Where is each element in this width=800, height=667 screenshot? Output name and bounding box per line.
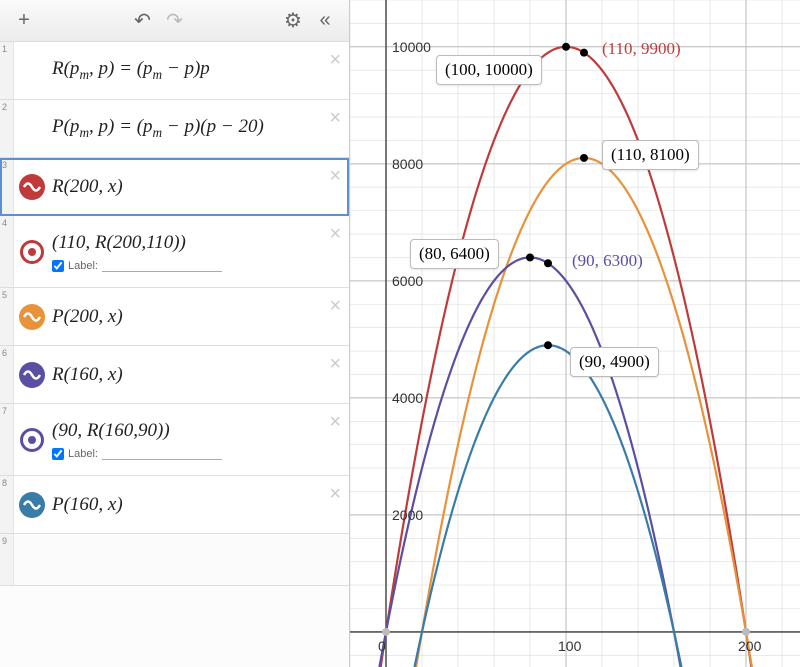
delete-row-icon[interactable]: × bbox=[329, 354, 341, 374]
label-checkbox[interactable] bbox=[52, 448, 64, 460]
collapse-button[interactable]: « bbox=[309, 5, 341, 37]
row-number: 5 bbox=[0, 288, 14, 345]
expression-row[interactable]: 3 R(200, x)× bbox=[0, 158, 349, 216]
delete-row-icon[interactable]: × bbox=[329, 484, 341, 504]
delete-row-icon[interactable]: × bbox=[329, 108, 341, 128]
row-icon[interactable] bbox=[14, 288, 50, 345]
label-checkbox-row: Label: bbox=[52, 448, 343, 460]
x-tick-label: 100 bbox=[558, 638, 581, 654]
row-number: 4 bbox=[0, 216, 14, 287]
row-expression[interactable]: (110, R(200,110))Label: bbox=[50, 216, 349, 287]
expression-row[interactable]: 9 bbox=[0, 534, 349, 586]
row-expression[interactable]: R(pm, p) = (pm − p)p bbox=[50, 42, 349, 99]
expression-row[interactable]: 1 R(pm, p) = (pm − p)p× bbox=[0, 42, 349, 100]
redo-button[interactable]: ↷ bbox=[159, 5, 191, 37]
delete-row-icon[interactable]: × bbox=[329, 296, 341, 316]
y-tick-label: 10000 bbox=[392, 39, 431, 55]
delete-row-icon[interactable]: × bbox=[329, 50, 341, 70]
label-checkbox-row: Label: bbox=[52, 260, 343, 272]
x-tick-label: 0 bbox=[378, 638, 386, 654]
x-tick-label: 200 bbox=[738, 638, 761, 654]
expression-list: 1R(pm, p) = (pm − p)p×2P(pm, p) = (pm − … bbox=[0, 42, 349, 667]
expression-row[interactable]: 2 P(pm, p) = (pm − p)(p − 20)× bbox=[0, 100, 349, 158]
undo-button[interactable]: ↶ bbox=[127, 5, 159, 37]
delete-row-icon[interactable]: × bbox=[329, 412, 341, 432]
expression-row[interactable]: 8 P(160, x)× bbox=[0, 476, 349, 534]
label-input-line[interactable] bbox=[102, 260, 222, 272]
row-number: 3 bbox=[0, 158, 14, 215]
plot-svg bbox=[350, 0, 800, 667]
expression-row[interactable]: 4 (110, R(200,110))Label:× bbox=[0, 216, 349, 288]
row-number: 1 bbox=[0, 42, 14, 99]
point-label: (110, 9900) bbox=[602, 39, 681, 59]
row-icon[interactable] bbox=[14, 42, 50, 99]
row-expression[interactable]: R(200, x) bbox=[50, 158, 349, 215]
row-icon[interactable] bbox=[14, 476, 50, 533]
point-label: (90, 6300) bbox=[572, 251, 643, 271]
graph-area[interactable]: 0 100 200 2000 4000 6000 8000 10000 (100, 10000)… bbox=[350, 0, 800, 667]
row-number: 9 bbox=[0, 534, 14, 585]
label-input-line[interactable] bbox=[102, 448, 222, 460]
add-button[interactable]: + bbox=[8, 5, 40, 37]
expression-row[interactable]: 5 P(200, x)× bbox=[0, 288, 349, 346]
row-icon[interactable] bbox=[14, 158, 50, 215]
settings-button[interactable]: ⚙ bbox=[277, 5, 309, 37]
row-expression[interactable]: P(160, x) bbox=[50, 476, 349, 533]
app: + ↶ ↷ ⚙ « 1R(pm, p) = (pm − p)p×2P(pm, p… bbox=[0, 0, 800, 667]
row-icon[interactable] bbox=[14, 100, 50, 157]
y-tick-label: 4000 bbox=[392, 390, 423, 406]
row-icon[interactable] bbox=[14, 216, 50, 287]
row-expression[interactable]: P(200, x) bbox=[50, 288, 349, 345]
row-expression[interactable]: P(pm, p) = (pm − p)(p − 20) bbox=[50, 100, 349, 157]
row-expression[interactable]: (90, R(160,90))Label: bbox=[50, 404, 349, 475]
y-tick-label: 6000 bbox=[392, 273, 423, 289]
expression-sidebar: + ↶ ↷ ⚙ « 1R(pm, p) = (pm − p)p×2P(pm, p… bbox=[0, 0, 350, 667]
delete-row-icon[interactable]: × bbox=[329, 224, 341, 244]
toolbar: + ↶ ↷ ⚙ « bbox=[0, 0, 349, 42]
label-text: Label: bbox=[68, 448, 98, 460]
point-label: (90, 4900) bbox=[570, 347, 659, 377]
row-number: 8 bbox=[0, 476, 14, 533]
point-label: (110, 8100) bbox=[602, 140, 699, 170]
y-tick-label: 8000 bbox=[392, 156, 423, 172]
row-number: 6 bbox=[0, 346, 14, 403]
delete-row-icon[interactable]: × bbox=[329, 166, 341, 186]
row-number: 2 bbox=[0, 100, 14, 157]
row-number: 7 bbox=[0, 404, 14, 475]
point-label: (100, 10000) bbox=[436, 55, 542, 85]
label-text: Label: bbox=[68, 260, 98, 272]
row-icon[interactable] bbox=[14, 404, 50, 475]
row-expression[interactable]: R(160, x) bbox=[50, 346, 349, 403]
expression-row[interactable]: 7 (90, R(160,90))Label:× bbox=[0, 404, 349, 476]
point-label: (80, 6400) bbox=[410, 239, 499, 269]
y-tick-label: 2000 bbox=[392, 507, 423, 523]
label-checkbox[interactable] bbox=[52, 260, 64, 272]
row-icon[interactable] bbox=[14, 346, 50, 403]
expression-row[interactable]: 6 R(160, x)× bbox=[0, 346, 349, 404]
